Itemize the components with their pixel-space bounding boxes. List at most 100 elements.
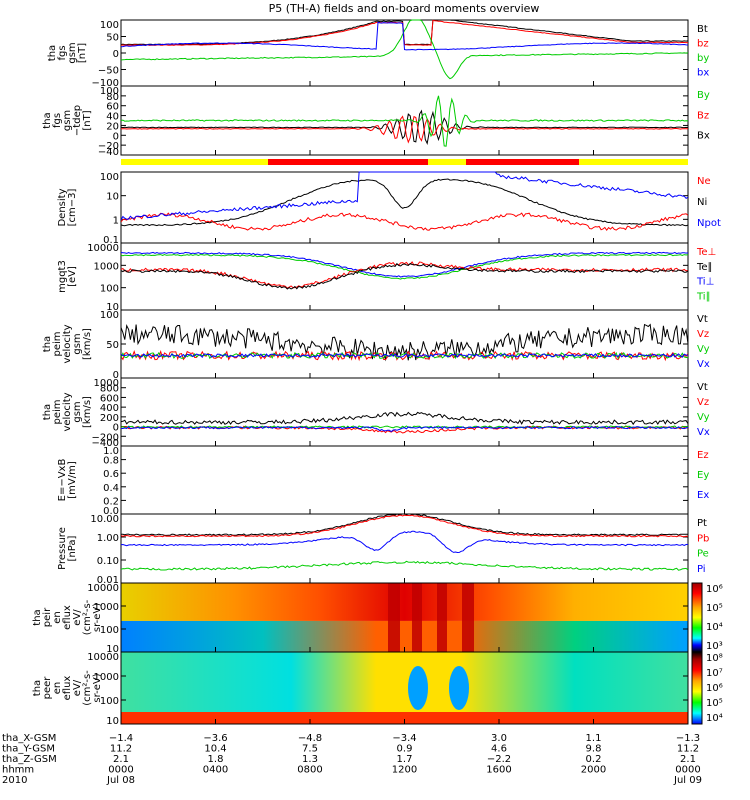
x-axis-value: 1.8	[208, 754, 224, 765]
legend-entry: Vy	[697, 412, 710, 423]
y-tick-label: 10000	[87, 583, 119, 594]
y-axis-label: tha	[47, 45, 58, 61]
pb-trace	[121, 514, 688, 538]
y-tick-label: 10.00	[90, 514, 119, 525]
y-axis-label: Density	[57, 188, 68, 226]
legend-entry: Ti∥	[696, 291, 711, 302]
x-axis-annotation: tha_X-GSM −1.4 −3.6 −4.8 −3.4 3.0 1.1 −1.3 tha_Y…	[2, 733, 702, 786]
y-axis-label: [nPa]	[67, 535, 78, 561]
x-axis-value: 9.8	[586, 744, 602, 755]
y-tick-label: −400	[92, 438, 119, 449]
pt-trace	[121, 513, 688, 536]
electron-spectrogram-feature	[449, 666, 469, 710]
y-axis-label: tha	[42, 112, 53, 128]
legend-entry: Pt	[697, 518, 707, 529]
y-tick-label: 0.1	[103, 235, 119, 246]
y-axis-label: fgs	[52, 113, 63, 128]
y-axis-label: mgqt3	[57, 260, 68, 293]
colorbar-tick-label: 10⁵	[706, 698, 723, 709]
ni-trace	[121, 178, 688, 227]
y-axis-label: [mV/m]	[67, 461, 78, 499]
y-axis-label: [nT]	[82, 110, 93, 130]
y-tick-label: −100	[92, 78, 119, 89]
status-bar-red-1	[268, 159, 428, 165]
bz-trace	[121, 19, 688, 46]
y-axis-label: en	[52, 611, 63, 624]
x-axis-value: 1.3	[302, 754, 318, 765]
y-axis-label: [nT]	[77, 43, 88, 63]
y-tick-label: 20	[106, 121, 119, 132]
ne-trace	[121, 212, 688, 232]
x-axis-value: 1.1	[586, 733, 602, 744]
colorbar-tick-label: 10⁶	[706, 584, 723, 595]
x-axis-value: 0000	[108, 765, 133, 776]
colorbar	[691, 582, 703, 653]
legend-entry: Ti⊥	[696, 277, 714, 288]
y-axis-label: E=−VxB	[57, 459, 68, 502]
legend-entry: bz	[697, 39, 709, 50]
y-tick-label: 1000	[94, 602, 119, 613]
y-axis-label: sr-eV)	[92, 603, 103, 632]
x-axis-value: 0.9	[397, 744, 413, 755]
npot-trace	[121, 171, 688, 221]
legend-entry: Ey	[697, 470, 709, 481]
legend-entry: Vz	[697, 329, 709, 340]
x-axis-value: −4.8	[298, 733, 322, 744]
y-tick-label: 1	[113, 215, 119, 226]
y-tick-label: 1.0	[103, 446, 119, 457]
x-axis-row-label: tha_Y-GSM	[2, 744, 55, 755]
x-axis-value: Jul 09	[673, 775, 702, 786]
y-tick-label: 1000	[94, 378, 119, 389]
legend-entry: Vx	[697, 359, 710, 370]
y-axis-label: gsm	[67, 42, 78, 63]
y-tick-label: 50	[106, 340, 119, 351]
legend-entry: Vz	[697, 397, 709, 408]
y-tick-label: 10	[106, 644, 119, 655]
y-tick-label: 800	[100, 384, 119, 395]
y-tick-label: 0.2	[103, 496, 119, 507]
y-tick-label: 100	[100, 696, 119, 707]
te-par-trace	[121, 262, 688, 290]
y-tick-label: 0.0	[103, 506, 119, 517]
bx-trace	[121, 21, 688, 51]
y-axis-label: en	[52, 682, 63, 695]
legend-entry: Vx	[697, 427, 710, 438]
x-axis-value: −1.3	[676, 733, 700, 744]
x-axis-value: −3.4	[392, 733, 416, 744]
legend-entry: Vt	[697, 382, 708, 393]
y-tick-label: 100	[100, 284, 119, 295]
vx-trace	[121, 353, 688, 358]
legend-entry: by	[697, 53, 709, 64]
y-axis-label: tha	[42, 404, 53, 420]
y-axis-label: eV/	[72, 609, 83, 626]
y-tick-label: 1000	[94, 672, 119, 683]
y-axis-label: [km/s]	[82, 328, 93, 360]
legend-entry: Te⊥	[696, 247, 716, 258]
legend-entry: Vt	[697, 314, 708, 325]
bx-tdep-trace	[121, 109, 688, 145]
y-tick-label: 0.01	[97, 575, 119, 586]
ion-spectrogram-upper	[121, 583, 688, 621]
data-traces	[121, 19, 688, 571]
x-axis-row-label: tha_Z-GSM	[2, 754, 57, 765]
x-axis-value: 1600	[486, 765, 511, 776]
legend-entry: Npot	[697, 218, 721, 229]
colorbar-tick-label: 10⁵	[706, 603, 723, 614]
x-axis-value: 1200	[392, 765, 417, 776]
y-axis-label: velocity	[62, 324, 73, 363]
panel-frame	[120, 309, 689, 379]
y-tick-label: 100	[100, 86, 119, 97]
y-tick-label: 0	[113, 423, 119, 434]
vx2-trace	[121, 426, 688, 433]
legend-entry: Ni	[697, 197, 707, 208]
by-tdep-trace	[121, 95, 688, 147]
colorbar-tick-label: 10⁸	[706, 653, 723, 664]
pe-trace	[121, 560, 688, 571]
electron-spectrogram-low-energy	[121, 712, 688, 724]
y-tick-label: 100	[100, 310, 119, 321]
y-axis-label: peim	[52, 399, 63, 424]
x-axis-value: 2.1	[113, 754, 129, 765]
pi-trace	[121, 530, 688, 554]
legend-entry: Bt	[697, 24, 708, 35]
